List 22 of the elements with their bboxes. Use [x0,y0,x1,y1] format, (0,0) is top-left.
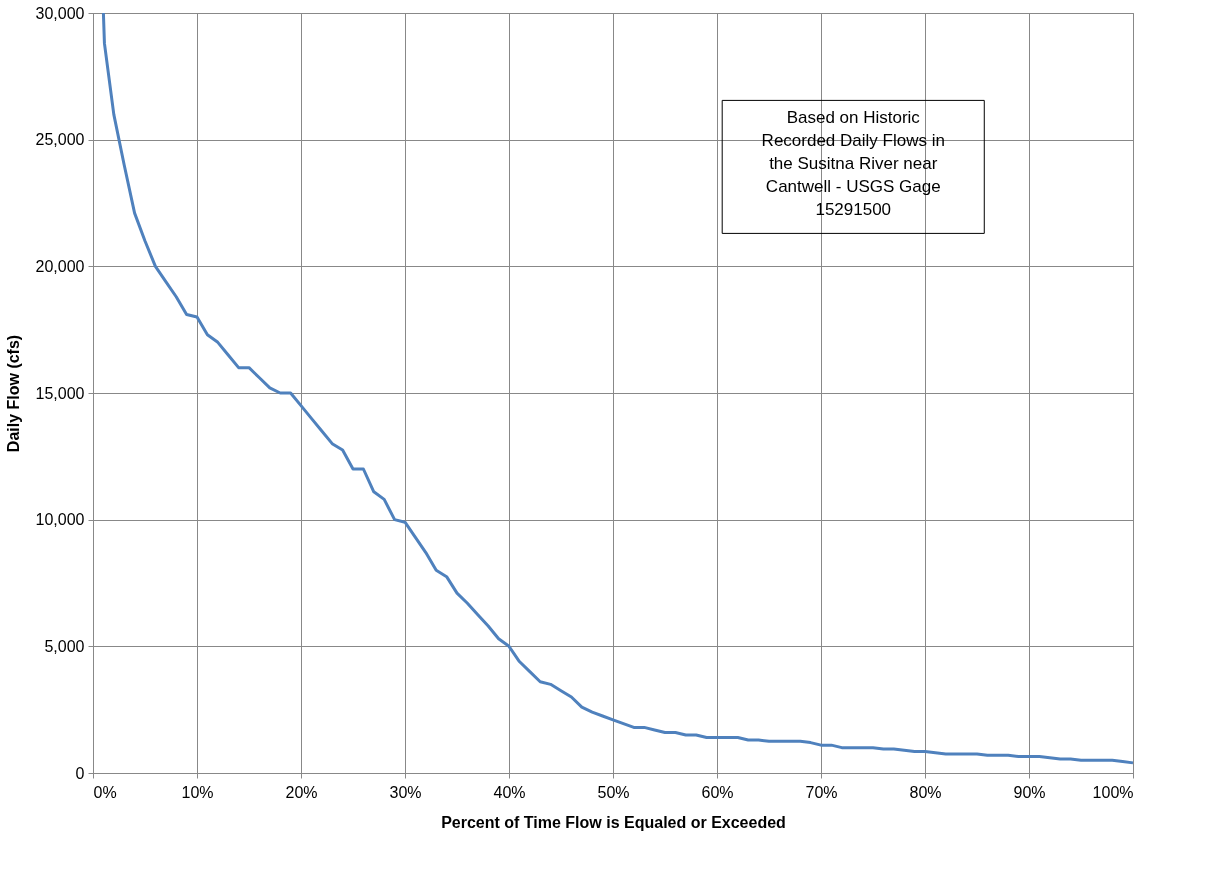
annotation: Based on Historic Recorded Daily Flows in the Susitna River near Cantwell - USGS Gage 15291500 [761,108,945,220]
y-tick-label: 25,000 [35,131,85,149]
y-tick-label: 30,000 [35,4,85,22]
x-tick-label: 80% [909,783,942,801]
x-tick-label: 40% [493,783,526,801]
x-tick-label: 60% [701,783,734,801]
x-tick-label: 10% [181,783,214,801]
x-tick-label: 50% [597,783,630,801]
x-tick-label: 100% [1092,783,1134,801]
y-tick-label: 15,000 [35,384,85,402]
y-tick-label: 10,000 [35,511,85,529]
x-tick-label: 70% [805,783,838,801]
line-series [101,11,1135,765]
y-tick-label: 20,000 [35,257,85,275]
x-axis-title: Percent of Time Flow is Equaled or Exceeded [441,813,786,831]
y-tick-label: 0 [75,764,85,782]
x-tick-label: 20% [285,783,318,801]
y-axis-title: Daily Flow (cfs) [4,334,22,453]
x-tick-label: 30% [389,783,422,801]
x-tick-label: 90% [1013,783,1046,801]
x-tick-label: 0% [93,783,117,801]
y-tick-label: 5,000 [44,637,85,655]
